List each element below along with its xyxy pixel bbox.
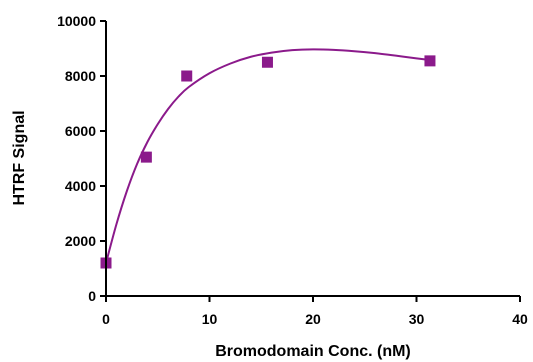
data-point-marker [424,55,436,67]
x-tick-label: 30 [409,311,425,327]
axes-layer [105,21,520,297]
y-tick-layer: 0 2000 4000 6000 8000 10000 [57,13,106,304]
data-marker-layer [100,55,436,269]
x-tick-layer: 0 10 20 30 40 [102,296,528,327]
y-tick-label: 10000 [57,13,96,29]
y-tick-label: 6000 [65,123,96,139]
x-tick-label: 10 [202,311,218,327]
y-tick-label: 4000 [65,178,96,194]
fit-curve [105,48,431,264]
x-axis-title: Bromodomain Conc. (nM) [215,343,411,360]
y-axis-title: HTRF Signal [11,110,28,205]
x-tick-label: 20 [305,311,321,327]
x-tick-label: 40 [512,311,528,327]
y-tick-label: 8000 [65,68,96,84]
data-point-marker [261,56,273,68]
y-tick-label: 2000 [65,233,96,249]
x-tick-label: 0 [102,311,110,327]
data-point-marker [181,70,193,82]
data-point-marker [140,151,152,163]
y-tick-label: 0 [88,288,96,304]
fit-curve-layer [105,48,431,264]
